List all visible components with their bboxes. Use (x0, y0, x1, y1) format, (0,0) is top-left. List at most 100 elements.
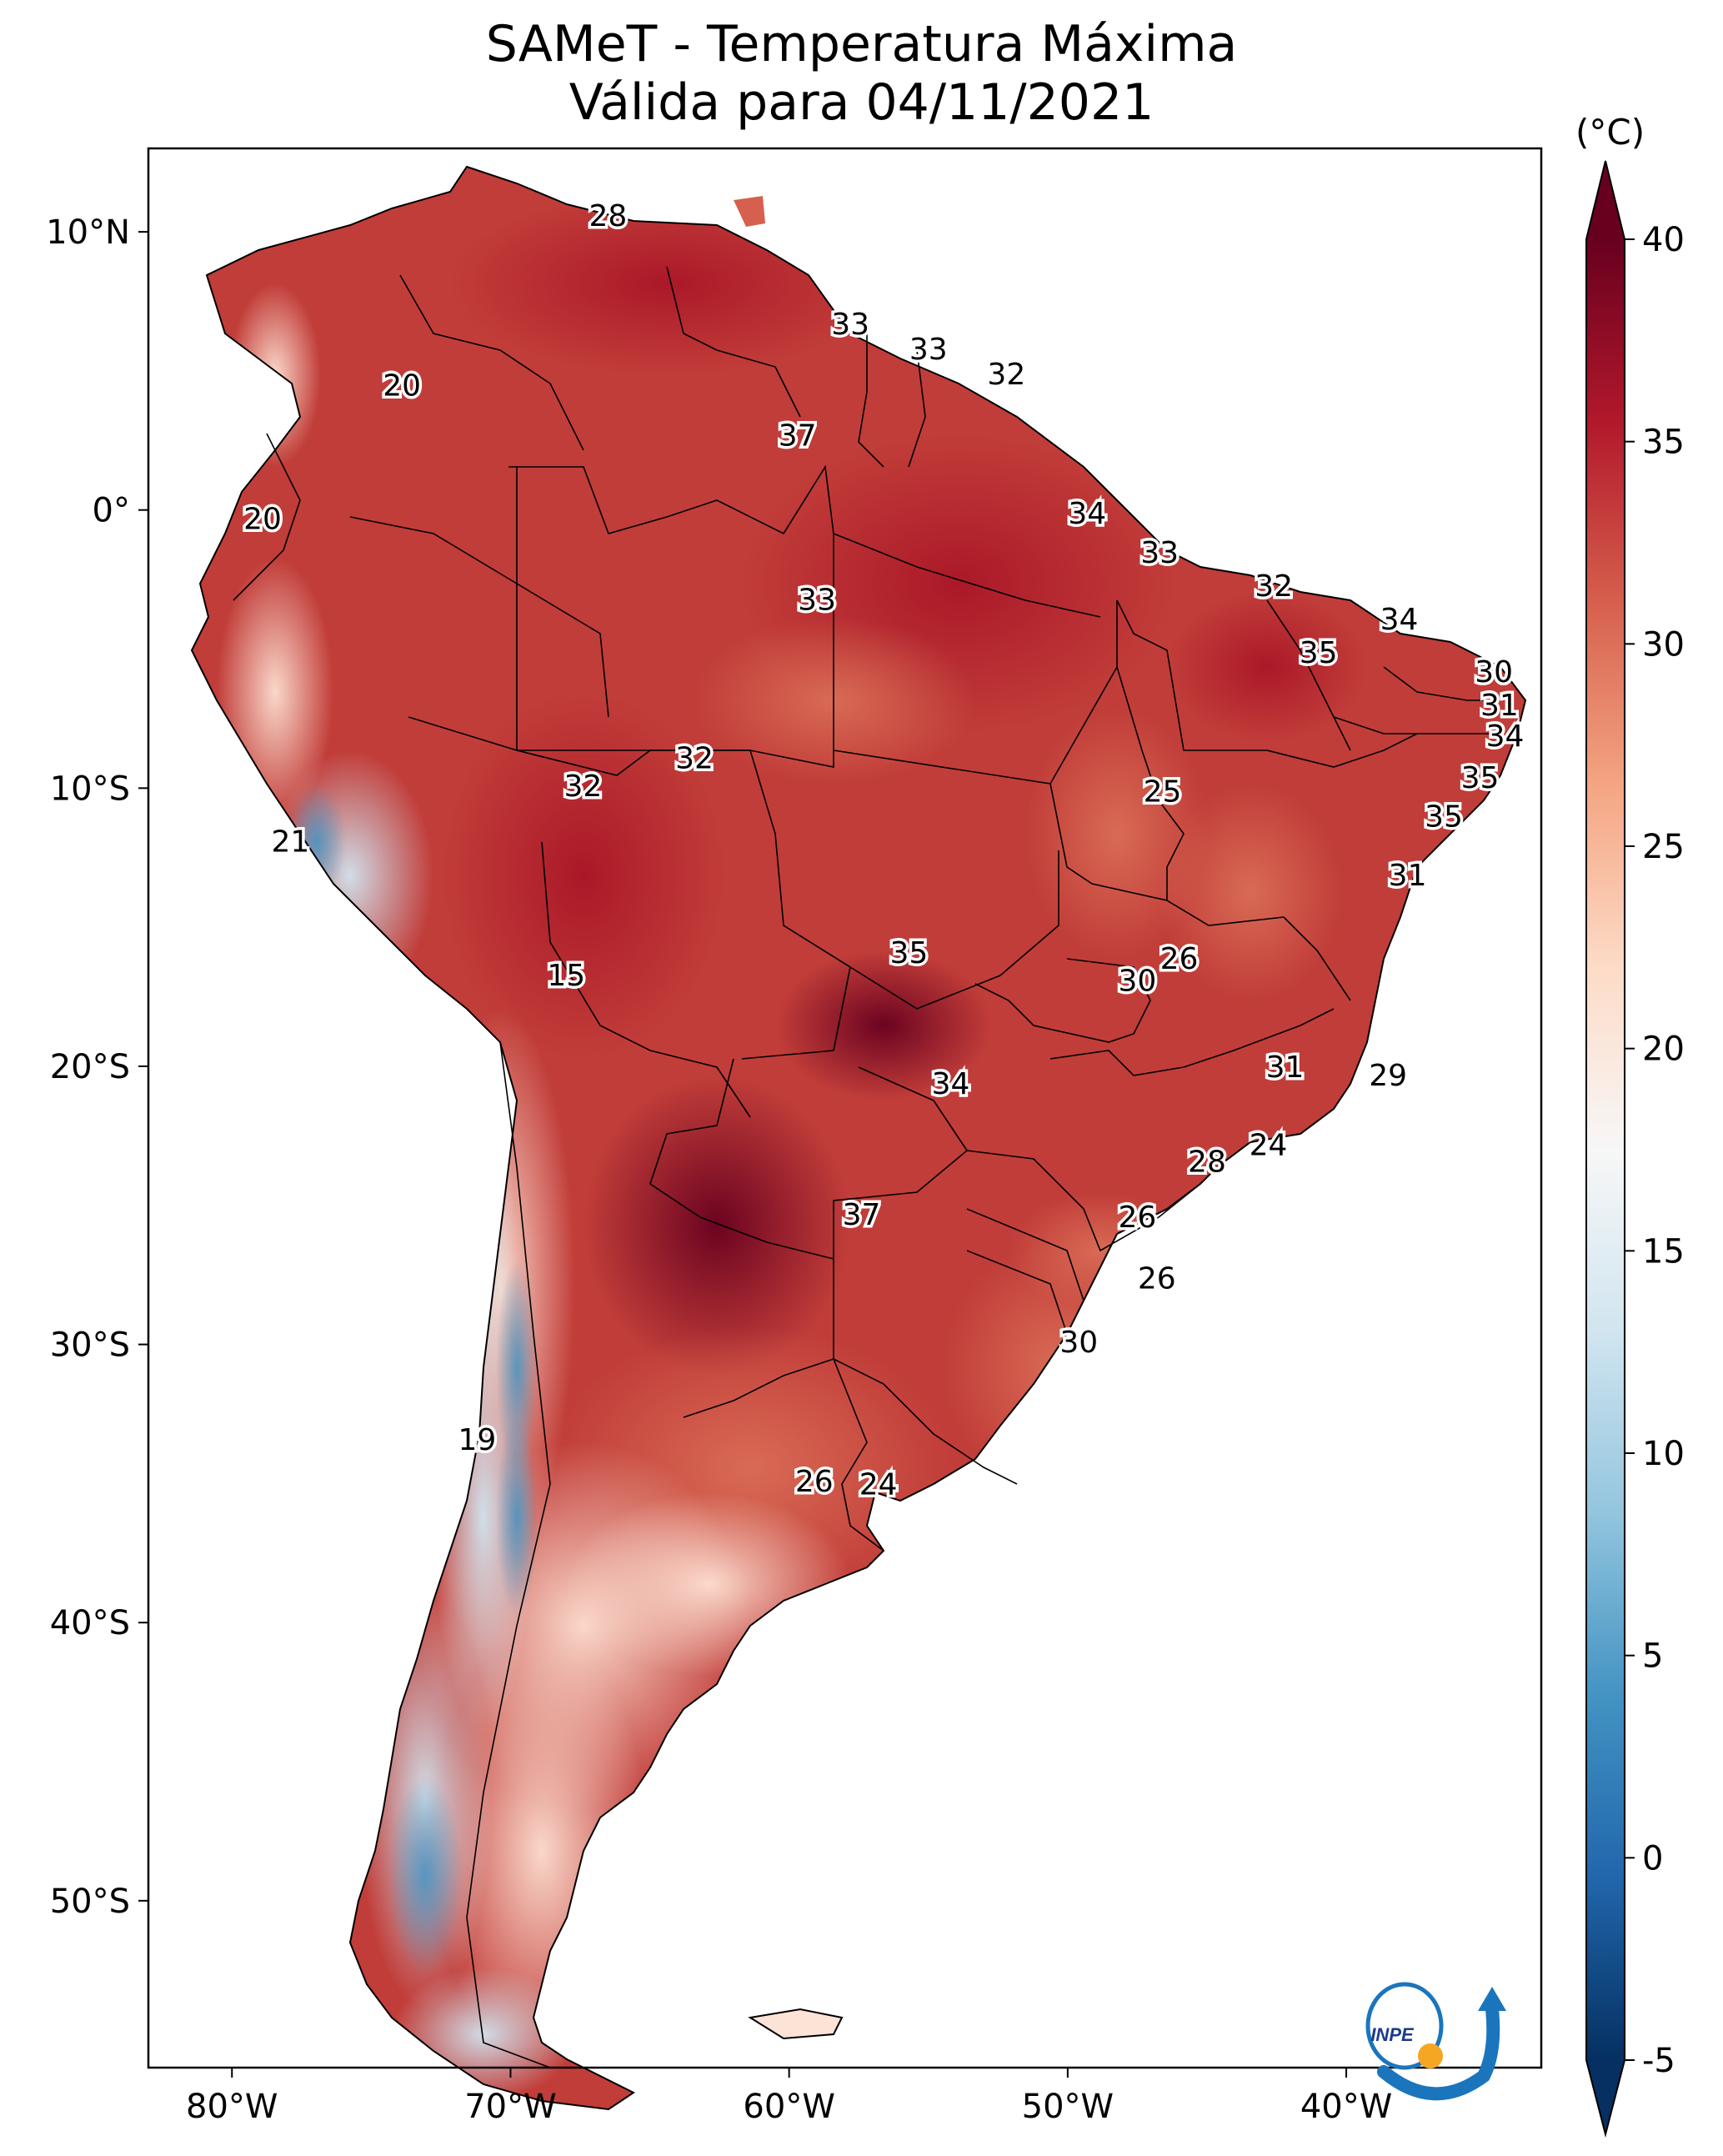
colorbar-body (1586, 239, 1625, 2060)
lat-tick-label: 10°S (50, 770, 130, 808)
temperature-label: 31 (1389, 859, 1427, 893)
temperature-label: 24 (859, 1467, 898, 1502)
temperature-label: 34 (1068, 497, 1106, 531)
title-line-2: Válida para 04/11/2021 (568, 73, 1155, 132)
temperature-label: 34 (1486, 720, 1525, 754)
border-rn-pb (1383, 666, 1500, 701)
logo-dot (1418, 2043, 1443, 2068)
lat-tick-label: 20°S (50, 1048, 130, 1086)
colorbar-tick-label: 0 (1642, 1839, 1663, 1878)
temperature-label: 32 (1255, 569, 1293, 604)
falkland-islands (748, 2008, 844, 2040)
colorbar-tick-label: 40 (1642, 221, 1685, 259)
temperature-label: 19 (458, 1423, 496, 1457)
border-bahia-mg (1116, 666, 1351, 1001)
temperature-label: 28 (1188, 1145, 1226, 1179)
temperature-label: 35 (1300, 636, 1338, 670)
mild-bahia (1159, 784, 1342, 1000)
temperature-label: 30 (1119, 965, 1157, 999)
hot-core-chaco (584, 1075, 850, 1376)
temperature-field (217, 192, 1367, 2101)
temperature-label: 28 (589, 199, 628, 233)
lon-tick-label: 40°W (1300, 2088, 1392, 2126)
lon-tick-label: 60°W (743, 2088, 834, 2126)
colorbar-tick-label: 10 (1642, 1435, 1685, 1473)
border-ceara-piaui (1266, 599, 1351, 751)
temperature-label: 24 (1250, 1128, 1288, 1162)
border-venezuela-brazil (508, 464, 1101, 618)
cold-andes-chile (496, 1417, 538, 1617)
border-argentina-brazil (833, 1259, 1018, 1485)
temperature-label: 32 (987, 358, 1025, 392)
axis-ticks: 80°W 70°W 60°W 50°W 40°W 10°N 0° 10°S 20°S 30°S 40… (46, 213, 1392, 2126)
border-french-guiana (908, 349, 926, 468)
colorbar-unit: (°C) (1575, 112, 1645, 153)
temperature-label: 32 (563, 770, 602, 804)
border-mg-south (1049, 1008, 1335, 1076)
cold-andes-peak (496, 1259, 538, 1476)
logo-ring (1365, 1982, 1444, 2070)
lon-tick-label: 70°W (464, 2088, 556, 2126)
warm-bolivia (442, 692, 725, 1059)
temperature-label: 21 (272, 825, 310, 860)
temperature-label: 26 (795, 1465, 834, 1499)
colorbar: (°C) 40 35 30 25 20 15 10 5 0 -5 (1575, 112, 1685, 2138)
temperature-label: 33 (831, 308, 869, 342)
lat-tick-label: 0° (93, 492, 130, 530)
lat-tick-label: 30°S (50, 1326, 130, 1365)
border-argentina-provinces (683, 1358, 834, 1418)
temperature-label: 29 (1369, 1059, 1407, 1093)
lat-tick-label: 50°S (50, 1883, 130, 1921)
colorbar-top-arrow (1586, 161, 1625, 239)
temperature-label: 26 (1160, 942, 1199, 976)
temperature-label: 33 (798, 583, 836, 617)
logo-text: INPE (1370, 2024, 1415, 2045)
temperature-label: 31 (1266, 1050, 1305, 1085)
hot-core-pantanal (775, 950, 992, 1101)
logo-swoosh (1377, 2003, 1500, 2101)
temperature-label: 25 (1144, 775, 1182, 810)
temperature-label: 15 (547, 959, 585, 993)
lat-tick-label: 10°N (46, 213, 130, 252)
border-tocantins (1049, 783, 1168, 901)
border-paraguay (649, 1058, 969, 1261)
temperature-label: 31 (1480, 689, 1519, 723)
cold-patagonian-ice (388, 1776, 463, 1976)
colorbar-tick-label: 5 (1642, 1637, 1663, 1676)
border-bolivia-brazil (408, 716, 1059, 1010)
border-piaui-bahia (1116, 599, 1418, 768)
border-para (833, 600, 1118, 785)
border-uruguay (833, 1358, 884, 1552)
border-goias (974, 958, 1151, 1043)
colorbar-tick-label: 20 (1642, 1030, 1685, 1069)
temperature-label: 32 (675, 742, 714, 776)
inpe-logo: INPE (1365, 1982, 1506, 2101)
border-bolivia-paraguay (741, 966, 851, 1060)
lon-tick-label: 80°W (186, 2088, 278, 2126)
temperature-label: 37 (779, 419, 817, 454)
map-title: SAMeT - Temperatura Máxima Válida para 0… (0, 15, 1723, 132)
temperature-label: 20 (243, 503, 282, 537)
border-sp-mg (966, 1150, 1201, 1252)
temperature-label: 35 (1461, 761, 1500, 795)
land-heatmap (191, 166, 1526, 2110)
colorbar-bottom-arrow (1586, 2060, 1625, 2134)
title-line-1: SAMeT - Temperatura Máxima (485, 15, 1238, 73)
temperature-label: 35 (889, 936, 928, 970)
temperature-label: 35 (1425, 800, 1463, 835)
map-frame (147, 147, 1543, 2069)
border-pr-sc (966, 1208, 1084, 1301)
lat-tick-label: 40°S (50, 1604, 130, 1642)
colorbar-tick-label: 15 (1642, 1232, 1685, 1271)
colorbar-tick-label: 25 (1642, 828, 1685, 866)
temperature-label: 30 (1059, 1326, 1098, 1360)
temperature-label: 30 (1475, 655, 1513, 689)
temperature-label: 34 (1380, 603, 1419, 637)
temperature-label: 37 (843, 1198, 881, 1232)
warm-northeast (1167, 592, 1367, 742)
border-chile-argentina (466, 1041, 551, 2068)
temperature-label: 33 (909, 333, 948, 367)
lon-tick-label: 50°W (1022, 2088, 1114, 2126)
